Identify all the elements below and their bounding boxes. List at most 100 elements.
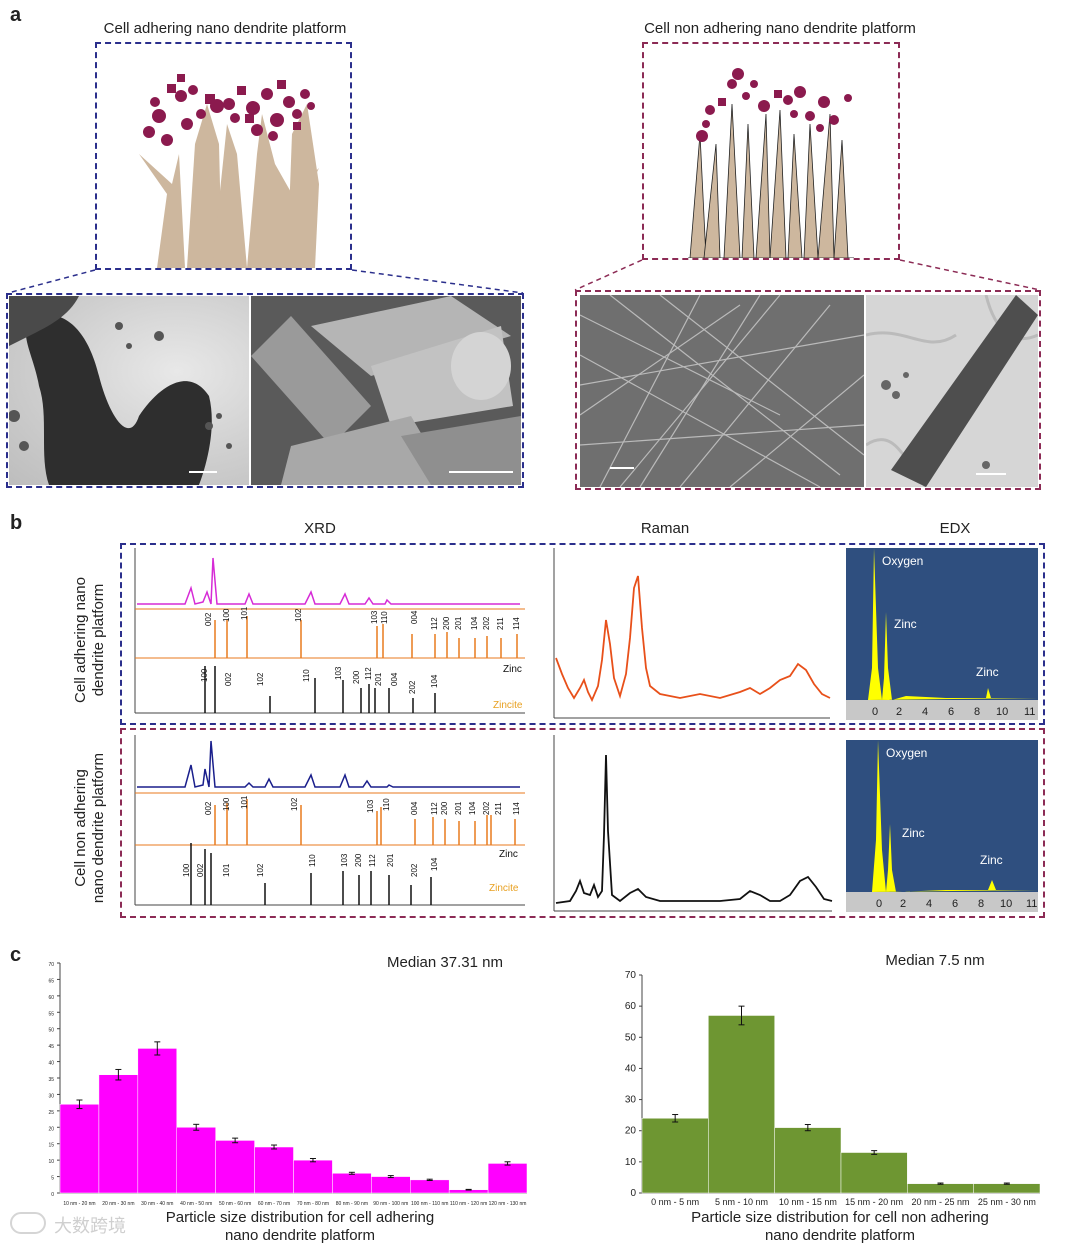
peak-label: 002 [196, 863, 205, 877]
peak-label: 002 [204, 801, 213, 815]
x-category-label: 25 nm - 30 nm [978, 1197, 1036, 1205]
edx-tick: 10 [996, 706, 1008, 718]
edx-row1-zinc-label-2: Zinc [976, 665, 999, 679]
y-tick-label: 15 [48, 1143, 54, 1149]
x-category-label: 60 nm - 70 nm [258, 1201, 290, 1205]
y-tick-label: 30 [48, 1093, 54, 1099]
xrd-row1-orange-sticks [214, 616, 518, 658]
xrd-row1-black-labels: 100 002 102 110 103 200 112 201 004 202 … [200, 666, 439, 694]
histogram-bar [907, 1183, 974, 1194]
histogram-bar [641, 1118, 709, 1194]
x-category-label: 100 nm - 110 nm [411, 1201, 448, 1205]
edx-tick: 4 [922, 706, 928, 718]
peak-label: 103 [340, 853, 349, 867]
ref-label-zinc: Zinc [499, 849, 518, 860]
peak-label: 104 [470, 616, 479, 630]
peak-label: 103 [334, 666, 343, 680]
panel-c-letter: c [10, 944, 22, 966]
y-tick-label: 10 [48, 1159, 54, 1165]
panel-b-letter: b [10, 512, 23, 534]
peak-label: 200 [442, 616, 451, 630]
edx-row1-zinc-label-1: Zinc [894, 617, 917, 631]
left-median-label: Median 37.31 nm [387, 954, 503, 971]
x-category-label: 5 nm - 10 nm [715, 1197, 768, 1205]
adhering-micrograph-box [6, 293, 524, 488]
peak-label: 100 [200, 668, 209, 682]
edx-tick: 6 [952, 898, 958, 910]
peak-label: 112 [430, 617, 439, 630]
peak-label: 100 [222, 608, 231, 622]
y-tick-label: 35 [48, 1077, 54, 1083]
edx-tick: 4 [926, 898, 932, 910]
x-category-label: 15 nm - 20 nm [845, 1197, 903, 1205]
xrd-row1-orange-labels: 002 100 101 102 103 110 004 112 200 201 … [204, 606, 521, 630]
non-adhering-sem-image [580, 295, 864, 487]
xrd-row1-chart: 002 100 101 102 103 110 004 112 200 201 … [134, 548, 525, 714]
x-category-label: 110 nm - 120 nm [450, 1201, 487, 1205]
histogram-bar [293, 1159, 333, 1194]
edx-tick: 11 [1026, 898, 1037, 910]
peak-label: 114 [512, 617, 521, 630]
raman-row1-trace [555, 575, 831, 703]
peak-label: 200 [440, 801, 449, 815]
peak-label: 202 [410, 863, 419, 877]
y-tick-label: 0 [51, 1192, 54, 1198]
histogram-bar [137, 1048, 178, 1194]
edx-row2-zinc-label-1: Zinc [902, 826, 925, 840]
x-category-label: 20 nm - 30 nm [102, 1201, 134, 1205]
edx-tick: 10 [1000, 898, 1012, 910]
y-tick-label: 40 [48, 1061, 54, 1067]
x-category-label: 20 nm - 25 nm [911, 1197, 969, 1205]
panel-a-right-title: Cell non adhering nano dendrite platform [644, 20, 916, 37]
edx-tick: 6 [948, 706, 954, 718]
peak-label: 100 [222, 797, 231, 811]
peak-label: 101 [240, 795, 249, 809]
non-adhering-tem-image [866, 295, 1038, 487]
histogram-bar [774, 1127, 842, 1194]
non-adhering-illustration-box [642, 42, 900, 260]
peak-label: 202 [482, 801, 491, 815]
ref-label-zinc: Zinc [503, 664, 522, 675]
peak-label: 002 [224, 672, 233, 686]
peak-label: 202 [408, 680, 417, 694]
peak-label: 112 [368, 854, 377, 867]
peak-label: 202 [482, 616, 491, 630]
row2-border [120, 728, 1045, 918]
ref-label-zincite: Zincite [493, 700, 523, 711]
edx-tick: 8 [974, 706, 980, 718]
edx-tick: 0 [872, 706, 878, 718]
edx-row1-chart: Oxygen Zinc Zinc 0 2 4 6 8 10 11 [846, 548, 1038, 720]
xrd-row1-black-sticks [204, 666, 436, 713]
y-tick-label: 60 [625, 1001, 637, 1012]
peak-label: 104 [468, 801, 477, 815]
histogram-bar [176, 1127, 216, 1194]
histogram-bar [487, 1163, 528, 1194]
peak-label: 004 [410, 610, 419, 624]
edx-tick: 2 [896, 706, 902, 718]
edx-row2-spectrum [872, 740, 1038, 892]
x-category-label: 10 nm - 15 nm [779, 1197, 837, 1205]
y-tick-label: 0 [630, 1188, 636, 1199]
raman-row2-trace [555, 754, 833, 904]
non-adhering-dendrite-illustration [688, 68, 854, 259]
peak-label: 112 [364, 667, 373, 680]
y-tick-label: 70 [48, 962, 54, 968]
row2-label-line2: nano dendrite platform [90, 752, 107, 904]
edx-row2-zinc-label-2: Zinc [980, 853, 1003, 867]
raman-row2-chart [553, 735, 833, 912]
x-category-label: 10 nm - 20 nm [63, 1201, 95, 1205]
peak-label: 102 [294, 608, 303, 622]
peak-label: 110 [302, 669, 311, 682]
histogram-bar [840, 1152, 908, 1194]
column-title-xrd: XRD [304, 520, 336, 537]
ref-label-zincite: Zincite [489, 883, 519, 894]
peak-label: 102 [290, 797, 299, 811]
right-median-label: Median 7.5 nm [885, 952, 985, 969]
y-tick-label: 65 [48, 978, 54, 984]
x-category-label: 90 nm - 100 nm [373, 1201, 408, 1205]
histogram-bar [332, 1173, 372, 1194]
edx-row1-oxygen-label: Oxygen [882, 554, 923, 568]
peak-label: 101 [222, 863, 231, 877]
watermark-logo-icon [10, 1212, 46, 1234]
peak-label: 211 [496, 617, 505, 630]
